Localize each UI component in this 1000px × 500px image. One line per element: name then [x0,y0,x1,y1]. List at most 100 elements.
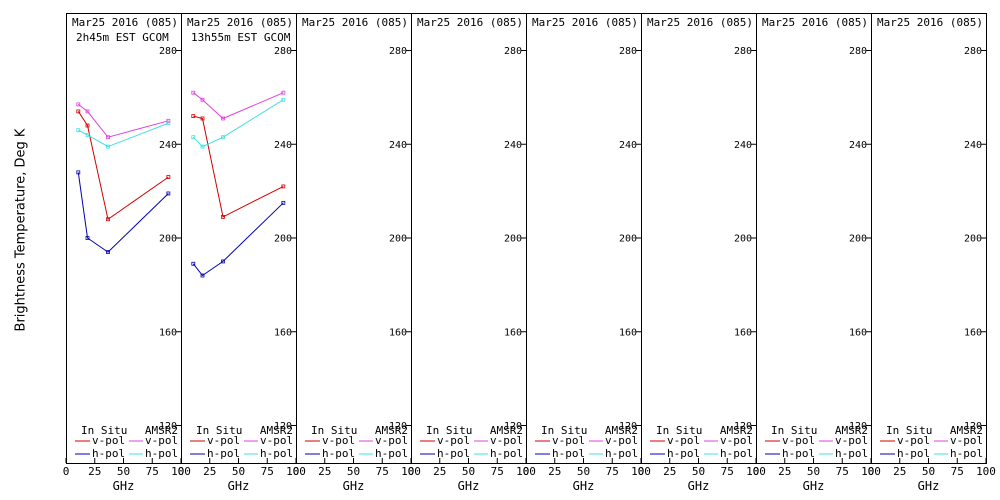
y-tick-label: 280 [389,46,407,57]
series-line [77,172,169,253]
chart-panel-2: Mar25 2016 (085) 13h55m EST GCOM 120 160 200… [178,13,306,493]
data-point [106,144,110,149]
legend-amsr2-hpol-label: h-pol [835,447,868,460]
legend-insitu-hpol-label: h-pol [92,447,125,460]
x-tick-label: 25 [203,465,216,478]
x-tick-label: 75 [146,465,159,478]
x-tick-label: 0 [408,465,415,478]
panel-title: Mar25 2016 (085) [877,16,983,29]
x-tick-label: 0 [753,465,760,478]
x-axis-label: GHz [113,479,135,493]
y-tick-label: 200 [619,234,637,245]
y-tick-label: 160 [389,327,407,338]
data-point [166,118,171,123]
x-tick-label: 100 [286,465,306,478]
y-tick-label: 160 [964,327,982,338]
y-tick-label: 120 [504,421,522,432]
series-line [77,104,169,138]
panel-title: Mar25 2016 (085) [647,16,753,29]
data-point [221,215,225,219]
series-line [192,92,284,120]
panel-title: Mar25 2016 (085) [532,16,638,29]
legend-amsr2-header: AMSR2 [605,424,638,437]
data-point [200,97,205,102]
y-tick-label: 120 [619,421,637,432]
data-point [166,175,171,179]
x-tick-label: 100 [631,465,651,478]
x-tick-label: 25 [663,465,676,478]
series-line [192,202,284,277]
x-tick-label: 50 [807,465,820,478]
x-tick-label: 50 [117,465,130,478]
data-point [221,259,225,264]
y-tick-label: 160 [849,327,867,338]
chart-panel-6: Mar25 2016 (085) 120 160 200 240 280 0 25 50 75 10… [638,13,766,493]
y-tick-label: 160 [619,327,637,338]
panel-title: Mar25 2016 (085) [302,16,408,29]
legend-amsr2-header: AMSR2 [375,424,408,437]
legend-insitu-hpol-label: h-pol [897,447,930,460]
legend-amsr2-vpol-label: v-pol [950,434,983,447]
y-tick-label: 120 [159,421,177,432]
x-tick-label: 25 [548,465,561,478]
x-tick-label: 75 [491,465,504,478]
x-tick-label: 75 [721,465,734,478]
legend-insitu-header: In Situ [311,424,357,437]
x-tick-label: 0 [638,465,645,478]
legend-amsr2-hpol-label: h-pol [720,447,753,460]
x-tick-label: 0 [293,465,300,478]
legend-insitu-header: In Situ [886,424,932,437]
y-tick-label: 240 [734,140,752,151]
legend-insitu-hpol-label: h-pol [782,447,815,460]
legend-insitu-vpol-label: v-pol [897,434,930,447]
y-tick-label: 120 [389,421,407,432]
x-tick-label: 75 [376,465,389,478]
y-tick-label: 280 [734,46,752,57]
data-point [191,135,196,140]
chart-panel-1: Mar25 2016 (085) 2h45m EST GCOM 120 160 200 2… [63,13,191,493]
x-tick-label: 0 [178,465,185,478]
y-tick-label: 120 [849,421,867,432]
data-point [200,116,205,121]
y-tick-label: 200 [159,234,177,245]
y-tick-label: 280 [964,46,982,57]
data-point [85,123,90,128]
legend-amsr2-header: AMSR2 [720,424,753,437]
x-tick-label: 0 [868,465,875,478]
x-tick-label: 25 [778,465,791,478]
data-point [281,200,286,205]
y-tick-label: 280 [849,46,867,57]
legend-amsr2-hpol-label: h-pol [490,447,523,460]
legend-amsr2-header: AMSR2 [260,424,293,437]
data-point [166,121,171,126]
legend-insitu-vpol-label: v-pol [207,434,240,447]
x-tick-label: 100 [861,465,881,478]
data-point [106,250,110,254]
legend-amsr2-vpol-label: v-pol [720,434,753,447]
legend-amsr2-vpol-label: v-pol [835,434,868,447]
panel-title: Mar25 2016 (085) [72,16,178,29]
y-tick-label: 240 [389,140,407,151]
data-point [76,102,81,107]
data-point [191,261,196,266]
y-tick-label: 200 [734,234,752,245]
y-tick-label: 240 [274,140,292,151]
x-tick-label: 25 [318,465,331,478]
x-tick-label: 0 [523,465,530,478]
series-line [192,99,284,148]
legend-insitu-vpol-label: v-pol [437,434,470,447]
y-tick-label: 200 [504,234,522,245]
legend-amsr2-header: AMSR2 [950,424,983,437]
y-tick-label: 160 [734,327,752,338]
data-point [106,217,110,222]
x-tick-label: 100 [976,465,996,478]
y-tick-label: 200 [389,234,407,245]
legend-insitu-hpol-label: h-pol [667,447,700,460]
panel-title: Mar25 2016 (085) [417,16,523,29]
x-tick-label: 25 [893,465,906,478]
legend-insitu-header: In Situ [196,424,242,437]
x-tick-label: 100 [171,465,191,478]
legend-insitu-hpol-label: h-pol [552,447,585,460]
x-axis-label: GHz [343,479,365,493]
